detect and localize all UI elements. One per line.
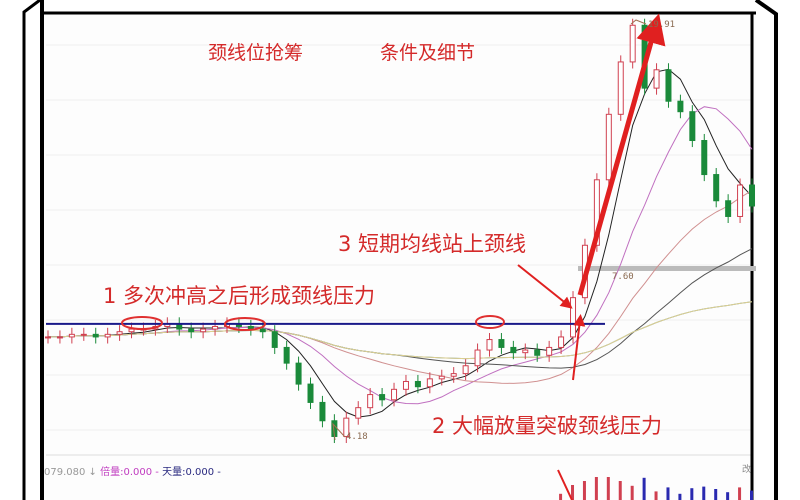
- candle-body: [343, 417, 350, 437]
- level-price-label: 7.60: [612, 272, 634, 282]
- volume-bar: [606, 477, 610, 500]
- candle-body: [713, 174, 720, 202]
- annotation-1: 1 多次冲高之后形成颈线压力: [103, 284, 376, 308]
- candle-body: [605, 113, 612, 181]
- touch-highlight-ellipse: [121, 316, 163, 330]
- candle-body: [212, 325, 219, 330]
- down-arrow-icon: ↓: [88, 467, 97, 478]
- candle-body: [426, 378, 433, 388]
- candle-body: [92, 333, 99, 338]
- candle-body: [307, 383, 314, 403]
- candle-body: [116, 331, 123, 335]
- double-volume-value: :0.000 -: [120, 467, 159, 478]
- volume-arrow: [557, 469, 573, 500]
- candle-body: [283, 346, 290, 364]
- annotation-3: 3 短期均线站上颈线: [338, 232, 527, 256]
- candle-body: [677, 100, 684, 113]
- volume-bar: [702, 486, 706, 500]
- ma5-line: [48, 68, 753, 418]
- candle-body: [295, 362, 302, 385]
- candle-body: [104, 333, 111, 338]
- candle-body: [271, 331, 278, 348]
- candle-body: [570, 297, 577, 338]
- candle-body: [689, 111, 696, 142]
- candle-body: [653, 69, 660, 89]
- candle-body: [56, 336, 63, 339]
- chart-title-left: 颈线位抢筹: [208, 42, 304, 64]
- candle-body: [629, 24, 636, 63]
- peak-volume-label: 天量: [162, 467, 183, 478]
- candle-body: [665, 69, 672, 102]
- touch-highlight-ellipse: [224, 317, 266, 331]
- frame-left-edge: [22, 0, 41, 500]
- touch-highlight-ellipse: [475, 315, 505, 329]
- annotation2-arrow: [572, 314, 586, 381]
- candle-body: [188, 328, 195, 333]
- annotation3-arrow: [517, 264, 573, 309]
- candle-body: [438, 375, 445, 380]
- candle-body: [200, 328, 207, 333]
- candle-body: [45, 336, 51, 339]
- ma120-line: [48, 301, 753, 360]
- candle-body: [617, 61, 624, 115]
- frame-right-edge: [754, 0, 778, 500]
- candle-body: [128, 328, 135, 333]
- volume-bar: [618, 481, 622, 500]
- candle-body: [414, 380, 421, 388]
- candle-body: [725, 200, 732, 217]
- volume-bar: [582, 481, 586, 500]
- candle-body: [558, 336, 565, 348]
- status-prefix: 079.080: [44, 467, 86, 478]
- volume-bar: [630, 485, 634, 500]
- candle-body: [355, 407, 362, 419]
- low-label-leader: [332, 422, 346, 441]
- candle-body: [593, 179, 600, 246]
- candle-body: [701, 140, 708, 176]
- candle-body: [486, 339, 493, 351]
- candle-body: [546, 346, 553, 356]
- volume-bar: [726, 492, 730, 500]
- candle-body: [367, 394, 374, 409]
- high-label-leader: [630, 19, 647, 25]
- candle-body: [510, 346, 517, 354]
- double-volume-label: 倍量: [100, 467, 121, 478]
- volume-bar: [654, 491, 658, 500]
- volume-bar: [666, 487, 670, 500]
- candle-body: [522, 349, 529, 354]
- low-price-label: 4.18: [346, 432, 368, 442]
- candle-body: [80, 333, 87, 336]
- candle-body: [391, 388, 398, 401]
- side-char: 改: [742, 465, 752, 475]
- volume-bar: [750, 490, 753, 500]
- volume-bar: [559, 493, 563, 500]
- candle-body: [402, 380, 409, 390]
- high-price-label: 19.91: [648, 20, 676, 30]
- volume-bar: [594, 477, 598, 500]
- breakout-arrow: [577, 13, 666, 296]
- volume-bar: [678, 493, 682, 500]
- volume-bar: [714, 489, 718, 500]
- candle-body: [68, 333, 75, 338]
- indicator-status-bar: 079.080 ↓ 倍量:0.000 - 天量:0.000 -: [44, 463, 221, 478]
- peak-volume-value: :0.000 -: [182, 467, 221, 478]
- candle-body: [462, 365, 469, 375]
- annotation-2: 2 大幅放量突破颈线压力: [432, 414, 663, 438]
- volume-bar: [738, 487, 742, 500]
- candle-body: [379, 394, 386, 401]
- candle-body: [498, 339, 505, 348]
- candle-body: [749, 184, 755, 207]
- volume-bar: [642, 477, 646, 500]
- price-level-band: [578, 266, 756, 271]
- candle-body: [534, 349, 541, 356]
- volume-bar: [690, 488, 694, 500]
- chart-title-right: 条件及细节: [380, 42, 476, 64]
- candle-body: [474, 349, 481, 367]
- candle-body: [259, 328, 266, 333]
- candle-body: [319, 401, 326, 422]
- candle-body: [450, 373, 457, 377]
- volume-bar: [571, 485, 575, 500]
- candle-body: [737, 184, 744, 217]
